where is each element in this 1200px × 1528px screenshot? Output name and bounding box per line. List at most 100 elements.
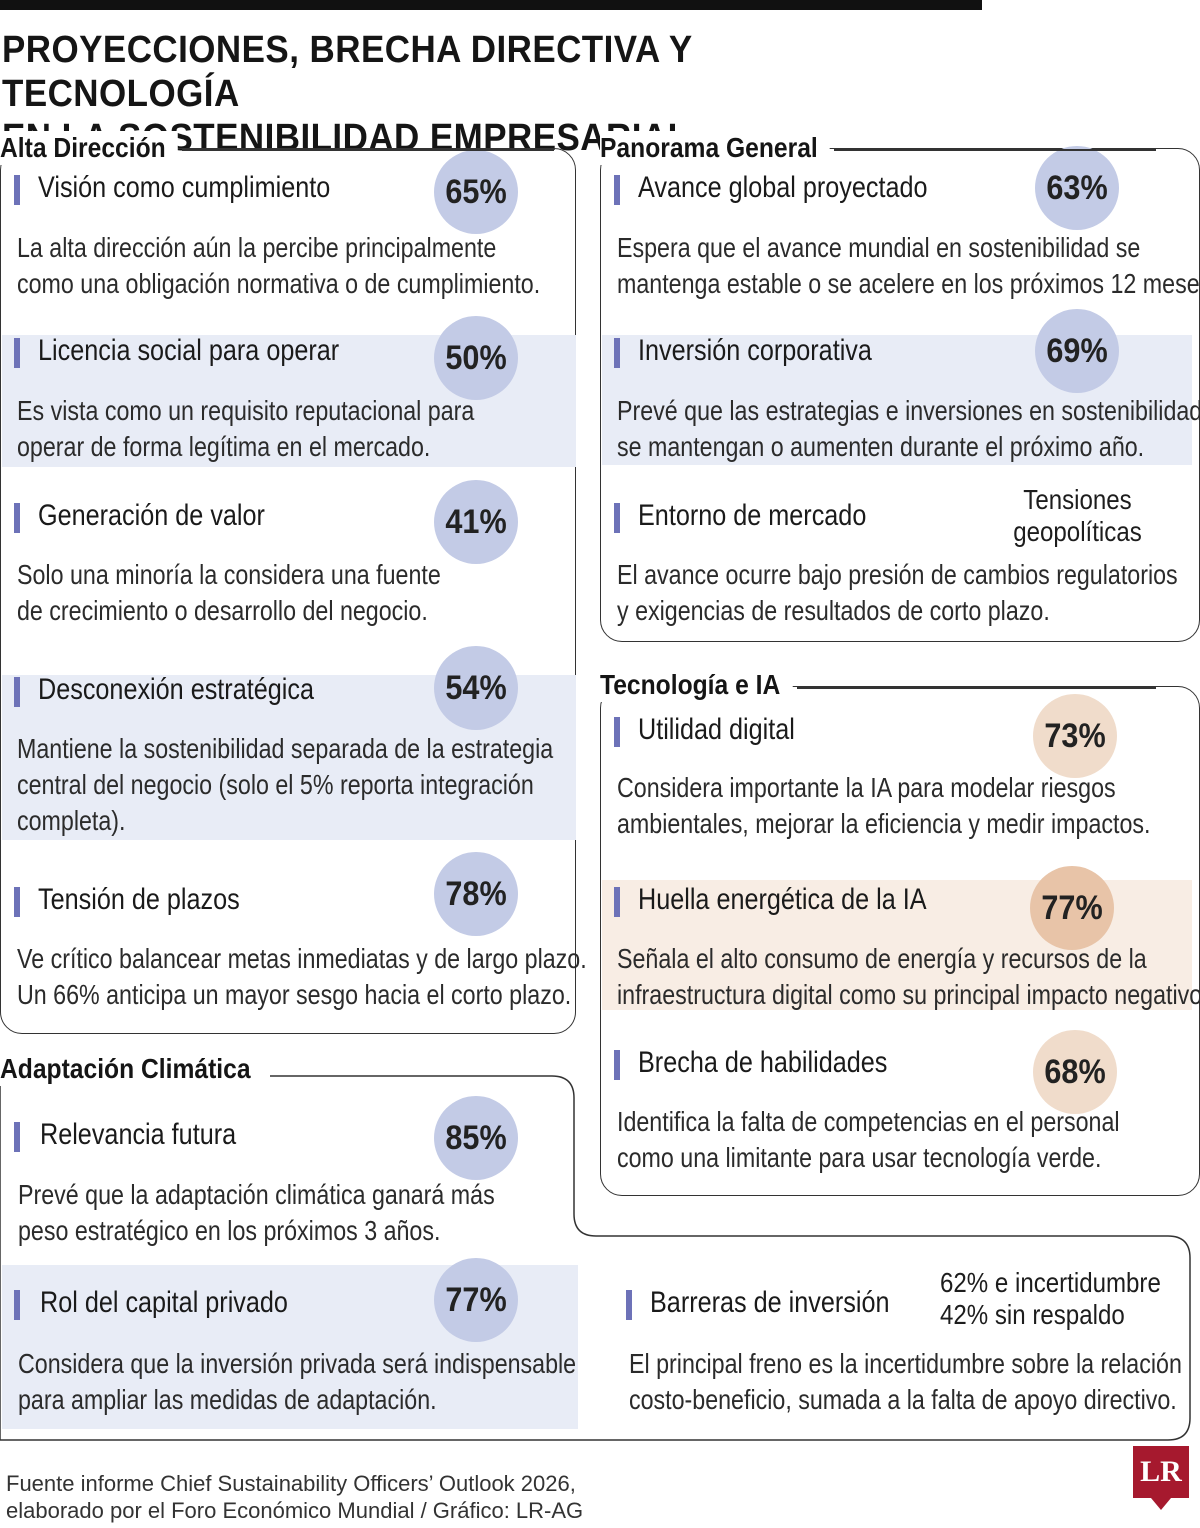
desc-line: ambientales, mejorar la eficiencia y med… xyxy=(617,808,1151,839)
section-title-panorama: Panorama General xyxy=(600,131,831,165)
percent-badge: 54% xyxy=(434,646,518,730)
item-label: Rol del capital privado xyxy=(40,1286,288,1319)
desc-line: mantenga estable o se acelere en los pró… xyxy=(617,268,1200,299)
percent-badge: 69% xyxy=(1035,309,1119,393)
percent-value: 65% xyxy=(445,172,507,211)
item-description: Solo una minoría la considera una fuente… xyxy=(17,557,441,629)
page-title: PROYECCIONES, BRECHA DIRECTIVA Y TECNOLO… xyxy=(2,28,922,160)
percent-badge: 77% xyxy=(434,1258,518,1342)
item-marker xyxy=(614,717,620,747)
percent-value: 77% xyxy=(445,1280,507,1319)
desc-line: Ve crítico balancear metas inmediatas y … xyxy=(17,943,587,974)
desc-line: Considera que la inversión privada será … xyxy=(18,1348,577,1379)
desc-line: Un 66% anticipa un mayor sesgo hacia el … xyxy=(17,979,572,1010)
item-marker xyxy=(14,175,20,205)
item-description: Prevé que la adaptación climática ganará… xyxy=(18,1177,495,1249)
item-label: Inversión corporativa xyxy=(638,334,872,367)
source-line: Fuente informe Chief Sustainability Offi… xyxy=(6,1471,576,1496)
item-description: Identifica la falta de competencias en e… xyxy=(617,1104,1120,1176)
source-note: Fuente informe Chief Sustainability Offi… xyxy=(6,1470,583,1524)
desc-line: Espera que el avance mundial en sostenib… xyxy=(617,232,1141,263)
percent-value: 54% xyxy=(445,668,507,707)
desc-line: como una limitante para usar tecnología … xyxy=(617,1142,1102,1173)
desc-line: para ampliar las medidas de adaptación. xyxy=(18,1384,437,1415)
note-line: 42% sin respaldo xyxy=(940,1299,1125,1330)
percent-value: 73% xyxy=(1044,716,1106,755)
item-label: Generación de valor xyxy=(38,499,265,532)
section-title-adaptacion: Adaptación Climática xyxy=(0,1052,263,1086)
percent-badge: 68% xyxy=(1033,1030,1117,1114)
item-marker xyxy=(614,887,620,917)
section-title-tecnologia: Tecnología e IA xyxy=(600,668,793,702)
lr-logo: LR xyxy=(1133,1446,1189,1510)
note-line: 62% e incertidumbre xyxy=(940,1267,1161,1298)
percent-badge: 85% xyxy=(434,1096,518,1180)
item-marker xyxy=(14,338,20,368)
item-description: Espera que el avance mundial en sostenib… xyxy=(617,230,1200,302)
item-label: Licencia social para operar xyxy=(38,334,340,367)
desc-line: de crecimiento o desarrollo del negocio. xyxy=(17,595,428,626)
item-description: La alta dirección aún la percibe princip… xyxy=(17,230,540,302)
item-description: Señala el alto consumo de energía y recu… xyxy=(617,941,1200,1013)
item-marker xyxy=(14,887,20,917)
desc-line: Señala el alto consumo de energía y recu… xyxy=(617,943,1147,974)
item-description: Prevé que las estrategias e inversiones … xyxy=(617,393,1200,465)
section-rule xyxy=(182,149,554,151)
desc-line: La alta dirección aún la percibe princip… xyxy=(17,232,497,263)
desc-line: Identifica la falta de competencias en e… xyxy=(617,1106,1120,1137)
percent-badge: 73% xyxy=(1033,694,1117,778)
desc-line: y exigencias de resultados de corto plaz… xyxy=(617,595,1050,626)
desc-line: costo-beneficio, sumada a la falta de ap… xyxy=(629,1384,1177,1415)
desc-line: Prevé que la adaptación climática ganará… xyxy=(18,1179,495,1210)
item-marker xyxy=(14,503,20,533)
title-line-1: PROYECCIONES, BRECHA DIRECTIVA Y TECNOLO… xyxy=(2,29,693,115)
desc-line: se mantengan o aumenten durante el próxi… xyxy=(617,431,1145,462)
percent-value: 85% xyxy=(445,1118,507,1157)
item-marker xyxy=(614,175,620,205)
desc-line: Es vista como un requisito reputacional … xyxy=(17,395,475,426)
desc-line: peso estratégico en los próximos 3 años. xyxy=(18,1215,441,1246)
percent-badge: 50% xyxy=(434,316,518,400)
percent-value: 78% xyxy=(445,874,507,913)
item-description: Considera que la inversión privada será … xyxy=(18,1346,576,1418)
item-marker xyxy=(614,338,620,368)
section-title-alta-direccion: Alta Dirección xyxy=(0,131,179,165)
percent-badge: 77% xyxy=(1030,866,1114,950)
desc-line: como una obligación normativa o de cumpl… xyxy=(17,268,541,299)
item-label: Avance global proyectado xyxy=(638,171,928,204)
item-label: Visión como cumplimiento xyxy=(38,171,331,204)
percent-value: 68% xyxy=(1044,1052,1106,1091)
item-description: El avance ocurre bajo presión de cambios… xyxy=(617,557,1178,629)
percent-value: 69% xyxy=(1046,331,1108,370)
item-marker xyxy=(626,1290,632,1320)
item-description: Es vista como un requisito reputacional … xyxy=(17,393,474,465)
desc-line: Prevé que las estrategias e inversiones … xyxy=(617,395,1200,426)
desc-line: completa). xyxy=(17,805,126,836)
item-label: Desconexión estratégica xyxy=(38,673,314,706)
percent-value: 77% xyxy=(1041,888,1103,927)
desc-line: Solo una minoría la considera una fuente xyxy=(17,559,441,590)
item-label: Brecha de habilidades xyxy=(638,1046,888,1079)
percent-badge: 41% xyxy=(434,480,518,564)
item-marker xyxy=(614,1050,620,1080)
desc-line: infraestructura digital como su principa… xyxy=(617,979,1200,1010)
item-marker xyxy=(14,1122,20,1152)
barriers-note: 62% e incertidumbre 42% sin respaldo xyxy=(940,1267,1161,1331)
item-label: Tensión de plazos xyxy=(38,883,240,916)
alta-direccion-panel xyxy=(0,148,576,1034)
item-marker xyxy=(614,503,620,533)
percent-badge: 78% xyxy=(434,852,518,936)
desc-line: Mantiene la sostenibilidad separada de l… xyxy=(17,733,554,764)
item-marker xyxy=(14,677,20,707)
top-rule xyxy=(0,0,982,10)
market-tension-note: Tensiones geopolíticas xyxy=(1011,484,1144,548)
section-rule xyxy=(797,687,1156,689)
desc-line: operar de forma legítima en el mercado. xyxy=(17,431,431,462)
desc-line: Considera importante la IA para modelar … xyxy=(617,772,1116,803)
item-label: Entorno de mercado xyxy=(638,499,867,532)
desc-line: El principal freno es la incertidumbre s… xyxy=(629,1348,1182,1379)
item-description: Mantiene la sostenibilidad separada de l… xyxy=(17,731,553,839)
item-label: Relevancia futura xyxy=(40,1118,237,1151)
item-marker xyxy=(14,1290,20,1320)
